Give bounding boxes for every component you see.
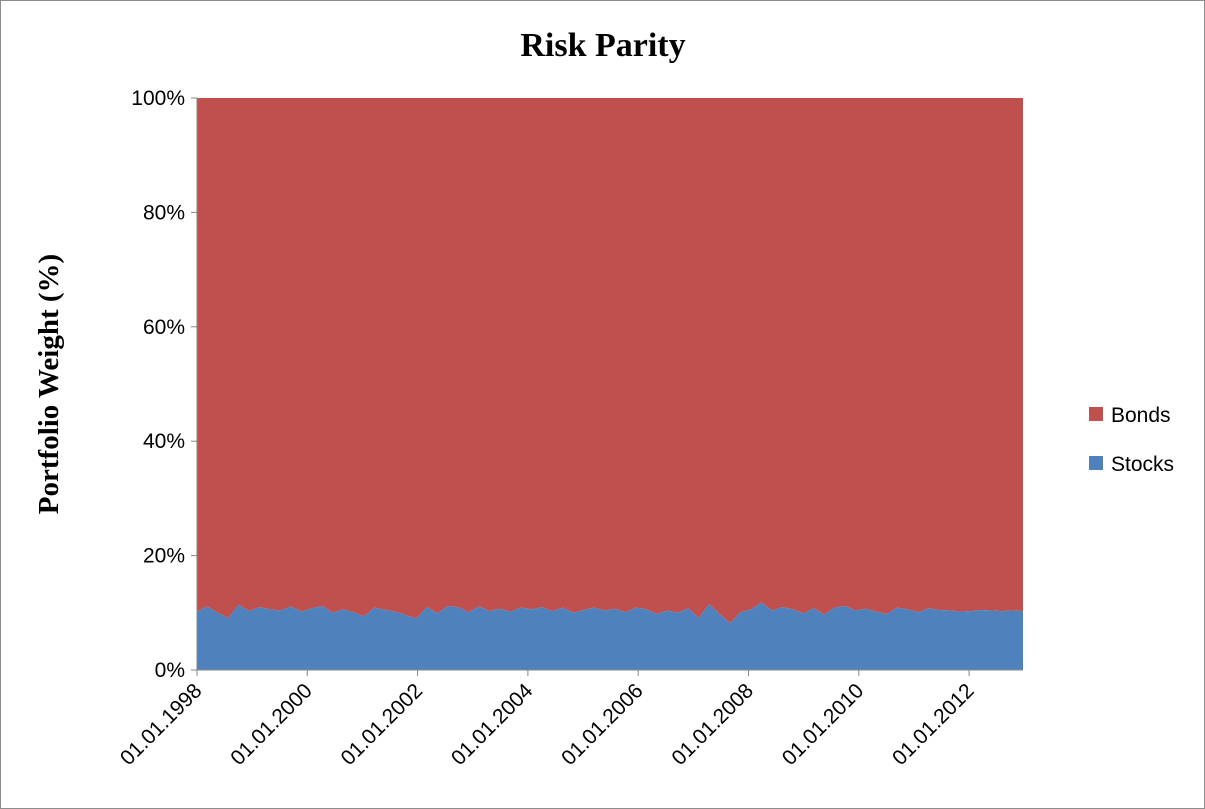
y-tick-label: 40% bbox=[143, 430, 185, 453]
chart-title: Risk Parity bbox=[520, 27, 685, 64]
y-tick-label: 20% bbox=[143, 545, 185, 568]
legend-label-bonds: Bonds bbox=[1111, 404, 1171, 427]
y-tick-label: 100% bbox=[131, 87, 185, 110]
x-tick-label: 01.01.2006 bbox=[557, 679, 648, 770]
y-axis: 0% 20% 40% 60% 80% 100% bbox=[131, 87, 198, 682]
legend-label-stocks: Stocks bbox=[1111, 453, 1174, 476]
x-axis: 01.01.1998 01.01.2000 01.01.2002 01.01.2004… bbox=[116, 669, 1023, 770]
legend: Bonds Stocks bbox=[1089, 404, 1174, 476]
plot-area bbox=[197, 98, 1023, 670]
x-tick-label: 01.01.2004 bbox=[447, 679, 538, 770]
x-tick-label: 01.01.2010 bbox=[778, 679, 869, 770]
y-axis-label: Portfolio Weight (%) bbox=[33, 254, 65, 514]
legend-swatch-bonds bbox=[1089, 407, 1103, 421]
y-tick-label: 80% bbox=[143, 201, 185, 224]
x-tick-label: 01.01.2008 bbox=[667, 679, 758, 770]
x-tick-label: 01.01.2002 bbox=[337, 679, 428, 770]
series-area-stocks bbox=[197, 602, 1023, 670]
x-tick-label: 01.01.2012 bbox=[888, 679, 979, 770]
x-tick-label: 01.01.1998 bbox=[116, 679, 207, 770]
series-area-bonds bbox=[197, 98, 1023, 624]
y-tick-label: 0% bbox=[155, 659, 185, 682]
legend-swatch-stocks bbox=[1089, 456, 1103, 470]
x-tick-label: 01.01.2000 bbox=[226, 679, 317, 770]
y-tick-label: 60% bbox=[143, 316, 185, 339]
